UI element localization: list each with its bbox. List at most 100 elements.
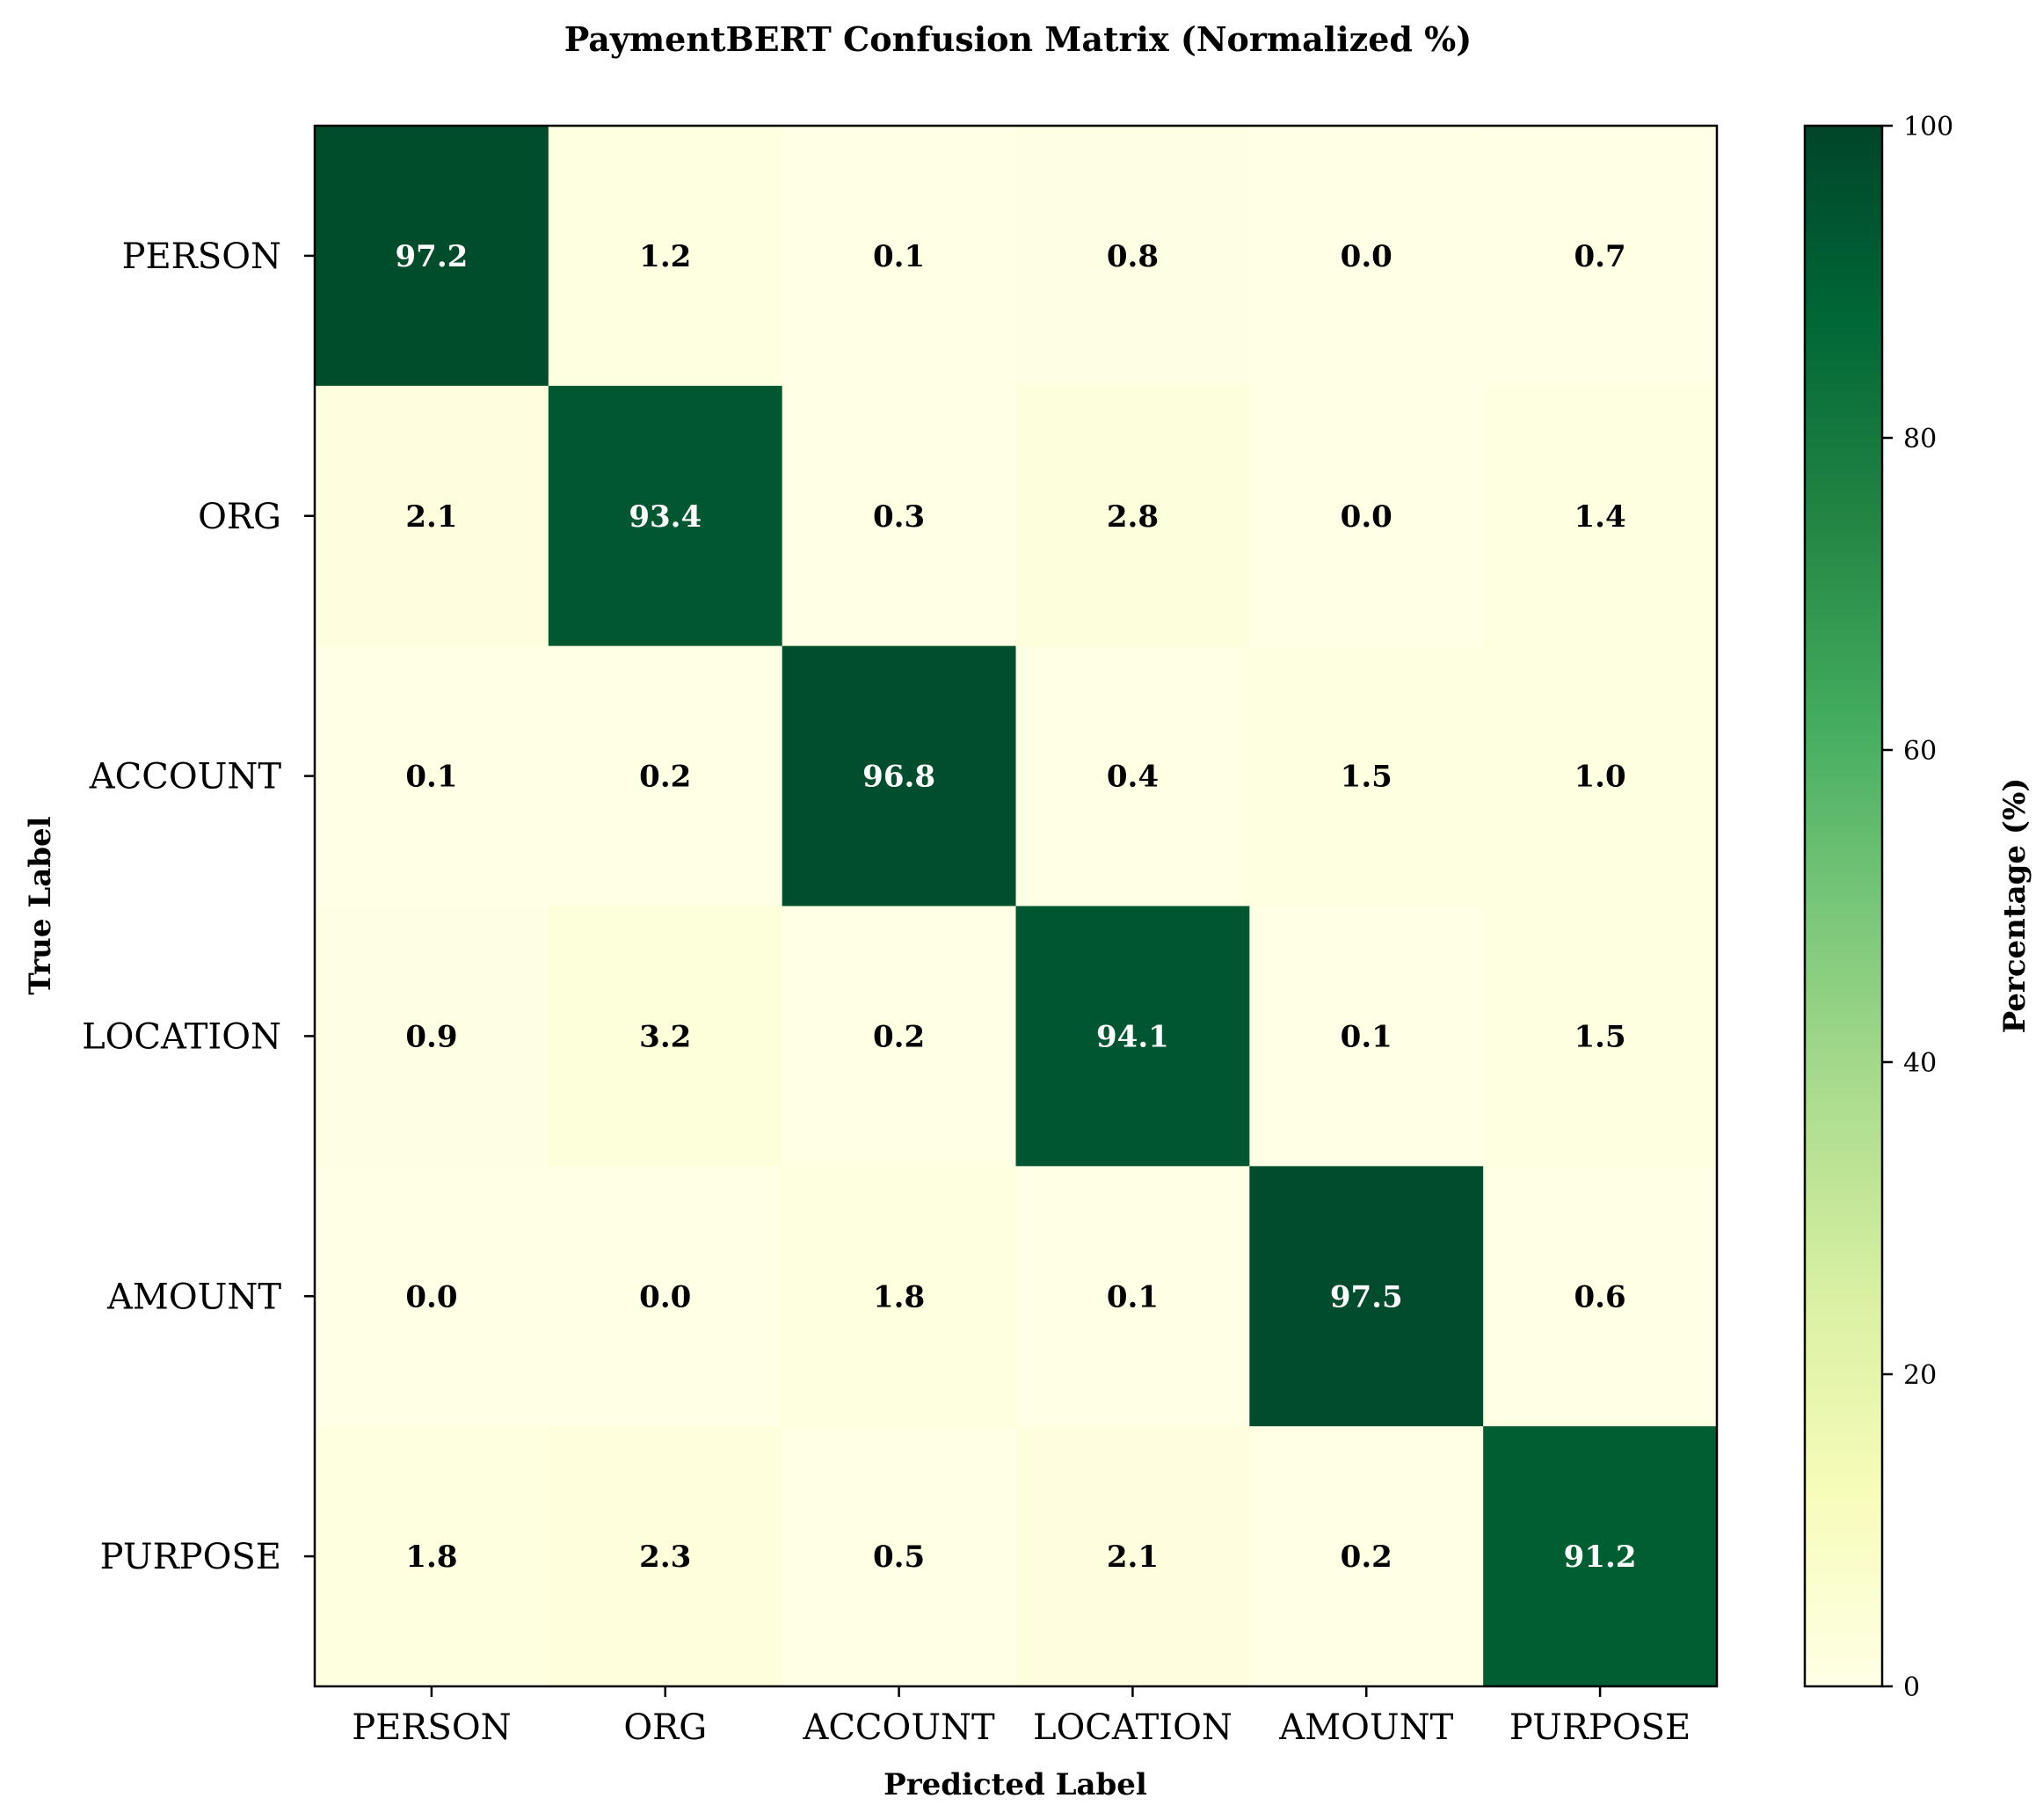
cell-value-label: 0.7: [1574, 239, 1626, 274]
cell-value-label: 0.0: [1341, 239, 1392, 274]
colorbar-tick-label: 40: [1903, 1048, 1937, 1079]
cell-value-label: 1.2: [639, 239, 691, 274]
heatmap-cell-person-person: [315, 126, 549, 387]
cell-value-label: 0.2: [639, 760, 691, 795]
cell-value-label: 1.8: [873, 1279, 925, 1314]
colorbar-tick-label: 20: [1903, 1360, 1937, 1391]
cell-value-label: 0.2: [1341, 1540, 1392, 1575]
heatmap-cell-location-org: [548, 906, 783, 1167]
heatmap-cell-purpose-person: [315, 1426, 549, 1687]
cell-value-label: 0.6: [1574, 1279, 1626, 1314]
heatmap-cell-amount-amount: [1249, 1166, 1484, 1427]
cell-value-label: 97.5: [1330, 1279, 1403, 1314]
x-axis-label: Predicted Label: [883, 1767, 1147, 1802]
heatmap-cell-purpose-location: [1015, 1426, 1250, 1687]
cell-value-label: 1.5: [1574, 1019, 1626, 1054]
heatmap-cell-labels: 97.2 1.2 0.1 0.8 0.0 0.7 2.1 93.4 0.3 2.8 0.0 1.4 0.…: [396, 239, 1637, 1575]
heatmap-cell-org-amount: [1249, 385, 1484, 647]
heatmap-cell-org-location: [1015, 385, 1250, 647]
heatmap-cell-account-person: [315, 645, 549, 906]
cell-value-label: 1.5: [1341, 760, 1392, 795]
x-axis-ticks: PERSON ORG ACCOUNT LOCATION AMOUNT PURPOSE: [352, 1686, 1691, 1748]
heatmap-cell-amount-location: [1015, 1166, 1250, 1427]
x-tick-label: ACCOUNT: [802, 1707, 995, 1748]
cell-value-label: 0.0: [639, 1279, 691, 1314]
heatmap-cell-person-location: [1015, 126, 1250, 387]
cell-value-label: 0.1: [1107, 1279, 1159, 1314]
x-tick-label: PURPOSE: [1509, 1707, 1691, 1748]
y-axis-ticks: PERSON ORG ACCOUNT LOCATION AMOUNT PURPOSE: [82, 237, 315, 1577]
cell-value-label: 3.2: [639, 1019, 691, 1054]
heatmap-cell-org-account: [782, 385, 1016, 647]
plot-frame: [313, 124, 1719, 1688]
heatmap-cell-org-person: [315, 385, 549, 647]
cell-value-label: 94.1: [1096, 1019, 1169, 1054]
heatmap-cell-org-purpose: [1483, 385, 1718, 647]
heatmap-cell-account-account: [782, 645, 1016, 906]
heatmap-cell-person-purpose: [1483, 126, 1718, 387]
cell-value-label: 97.2: [396, 239, 469, 274]
x-tick-label: LOCATION: [1033, 1707, 1233, 1748]
cell-value-label: 96.8: [862, 760, 935, 795]
heatmap-cell-org-org: [548, 385, 783, 647]
cell-value-label: 2.8: [1107, 499, 1159, 535]
cell-value-label: 0.3: [873, 499, 925, 535]
heatmap-cell-person-account: [782, 126, 1016, 387]
cell-value-label: 0.1: [405, 760, 457, 795]
heatmap-cell-amount-purpose: [1483, 1166, 1718, 1427]
heatmap-cell-account-org: [548, 645, 783, 906]
cell-value-label: 0.5: [873, 1540, 925, 1575]
cell-value-label: 1.4: [1574, 499, 1626, 535]
cell-value-label: 0.1: [873, 239, 925, 274]
heatmap-cells: [315, 126, 1718, 1687]
colorbar-tick-label: 0: [1903, 1672, 1920, 1703]
y-tick-label: PURPOSE: [100, 1537, 281, 1577]
cell-value-label: 2.3: [639, 1540, 691, 1575]
cell-value-label: 2.1: [1107, 1540, 1159, 1575]
cell-value-label: 0.1: [1341, 1019, 1392, 1054]
cell-value-label: 1.0: [1574, 760, 1626, 795]
heatmap-cell-person-org: [548, 126, 783, 387]
heatmap-cell-purpose-org: [548, 1426, 783, 1687]
colorbar-tick-label: 100: [1903, 112, 1953, 142]
y-tick-label: AMOUNT: [106, 1277, 281, 1317]
heatmap-cell-amount-account: [782, 1166, 1016, 1427]
heatmap-cell-account-amount: [1249, 645, 1484, 906]
y-axis-label: True Label: [23, 816, 58, 994]
y-tick-label: ORG: [198, 497, 281, 537]
cell-value-label: 0.8: [1107, 239, 1159, 274]
heatmap-cell-purpose-account: [782, 1426, 1016, 1687]
x-tick-label: ORG: [623, 1707, 707, 1748]
y-tick-label: ACCOUNT: [89, 757, 282, 797]
x-tick-label: AMOUNT: [1278, 1707, 1453, 1748]
heatmap-cell-account-purpose: [1483, 645, 1718, 906]
cell-value-label: 1.8: [405, 1540, 457, 1575]
heatmap-cell-person-amount: [1249, 126, 1484, 387]
heatmap-cell-account-location: [1015, 645, 1250, 906]
cell-value-label: 0.2: [873, 1019, 925, 1054]
cell-value-label: 0.4: [1107, 760, 1159, 795]
colorbar: [1803, 124, 1884, 1688]
cell-value-label: 2.1: [405, 499, 457, 535]
heatmap-cell-location-amount: [1249, 906, 1484, 1167]
heatmap-cell-location-person: [315, 906, 549, 1167]
colorbar-label: Percentage (%): [1997, 778, 2032, 1034]
heatmap-cell-location-purpose: [1483, 906, 1718, 1167]
y-tick-label: LOCATION: [82, 1016, 281, 1057]
cell-value-label: 0.9: [405, 1019, 457, 1054]
heatmap-cell-purpose-purpose: [1483, 1426, 1718, 1687]
x-tick-label: PERSON: [352, 1707, 511, 1748]
colorbar-tick-label: 60: [1903, 736, 1937, 767]
cell-value-label: 0.0: [405, 1279, 457, 1314]
heatmap-cell-purpose-amount: [1249, 1426, 1484, 1687]
cell-value-label: 91.2: [1564, 1540, 1637, 1575]
heatmap-cell-location-location: [1015, 906, 1250, 1167]
colorbar-ticks: 0 20 40 60 80 100: [1882, 112, 1953, 1703]
cell-value-label: 93.4: [629, 499, 702, 535]
heatmap-cell-location-account: [782, 906, 1016, 1167]
colorbar-tick-label: 80: [1903, 424, 1937, 455]
heatmap-cell-amount-org: [548, 1166, 783, 1427]
y-tick-label: PERSON: [122, 237, 281, 277]
chart-title: PaymentBERT Confusion Matrix (Normalized…: [564, 19, 1472, 59]
